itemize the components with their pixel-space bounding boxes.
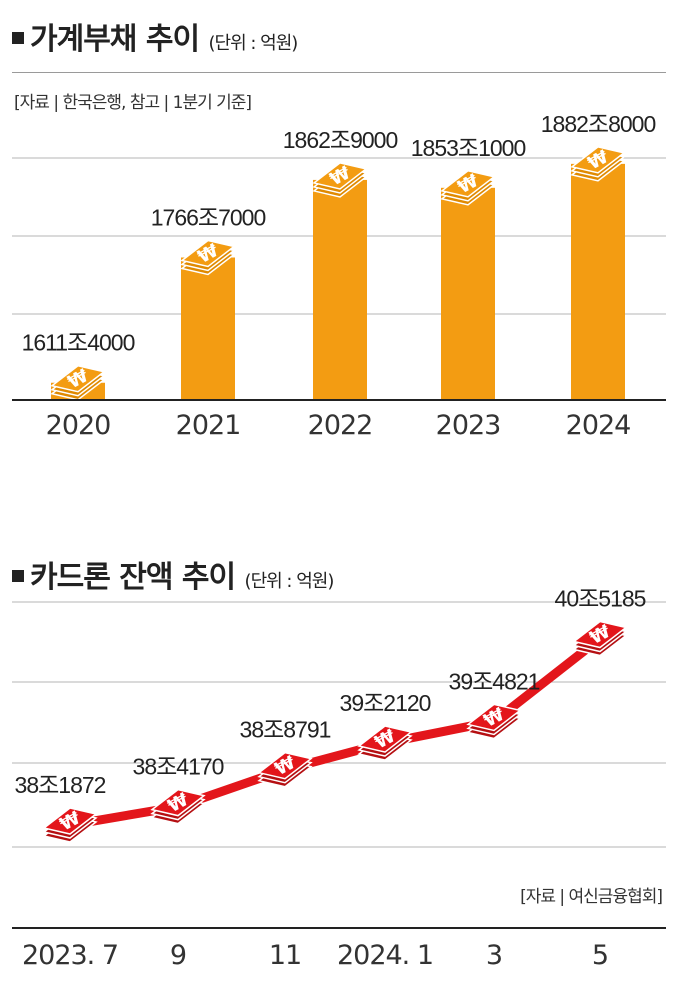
money-stack-icon-line-0: ₩ [42,807,98,843]
money-stack-icon-line-2: ₩ [257,751,313,788]
line-chart: ₩38조1872 ₩38조4170 ₩38조8791 ₩39조2120 ₩39조4821… [12,586,666,929]
bar-value-label-2021: 1766조7000 [151,205,266,231]
bar-2022 [313,179,367,400]
bar-chart-source: [자료 | 한국은행, 참고 | 1분기 기준] [14,93,252,113]
line-chart-unit: (단위 : 억원) [244,571,335,592]
line-chart-title-block: 카드론 잔액 추이 (단위 : 억원) [12,552,335,596]
bar-chart-title: 가계부채 추이 [30,22,200,57]
line-chart-title: 카드론 잔액 추이 [30,560,236,595]
bar-x-tick-2024: 2024 [565,410,632,441]
money-stack-icon-bar-2: ₩ [312,162,368,198]
bar-2021 [181,257,235,400]
bar-chart-title-block: 가계부채 추이 (단위 : 억원) [12,14,299,58]
line-x-tick-5: 5 [591,940,609,971]
bar-x-tick-2022: 2022 [307,410,374,441]
line-chart-source: [자료 | 여신금융협회] [520,887,663,907]
bar-chart-unit: (단위 : 억원) [208,33,299,54]
bar-chart: ₩1611조4000₩1766조7000₩1862조9000₩1853조1000… [12,111,666,401]
money-stack-icon-bar-1: ₩ [180,239,236,276]
line-value-label-3: 39조2120 [340,690,431,716]
title-square-icon [12,569,24,582]
line-value-label-2: 38조8791 [240,717,331,743]
bar-x-tick-2020: 2020 [45,410,112,441]
line-x-tick-3: 2024. 1 [336,940,434,971]
title-divider [12,72,666,73]
money-stack-icon-line-5: ₩ [572,620,628,657]
bar-2023 [441,187,495,400]
money-stack-icon-bar-0: ₩ [50,364,106,401]
bar-value-label-2023: 1853조1000 [411,135,526,161]
title-square-icon [12,31,24,44]
line-x-tick-1: 9 [169,940,187,971]
bar-value-label-2024: 1882조8000 [541,111,656,137]
line-x-tick-0: 2023. 7 [21,940,119,971]
line-series [65,634,605,830]
bar-x-tick-2021: 2021 [175,410,242,441]
bar-x-tick-2023: 2023 [435,410,502,441]
line-x-tick-4: 3 [485,940,503,971]
money-stack-icon-line-3: ₩ [357,725,413,761]
bar-value-label-2020: 1611조4000 [22,330,135,356]
line-value-label-1: 38조4170 [133,754,224,780]
bar-value-label-2022: 1862조9000 [283,127,398,153]
line-value-label-5: 40조5185 [555,586,646,612]
line-value-label-0: 38조1872 [15,772,106,798]
line-value-label-4: 39조4821 [449,668,540,694]
bar-2024 [571,163,625,400]
money-stack-icon-line-1: ₩ [150,788,206,825]
line-x-tick-2: 11 [268,940,302,971]
money-stack-icon-line-4: ₩ [466,703,522,740]
